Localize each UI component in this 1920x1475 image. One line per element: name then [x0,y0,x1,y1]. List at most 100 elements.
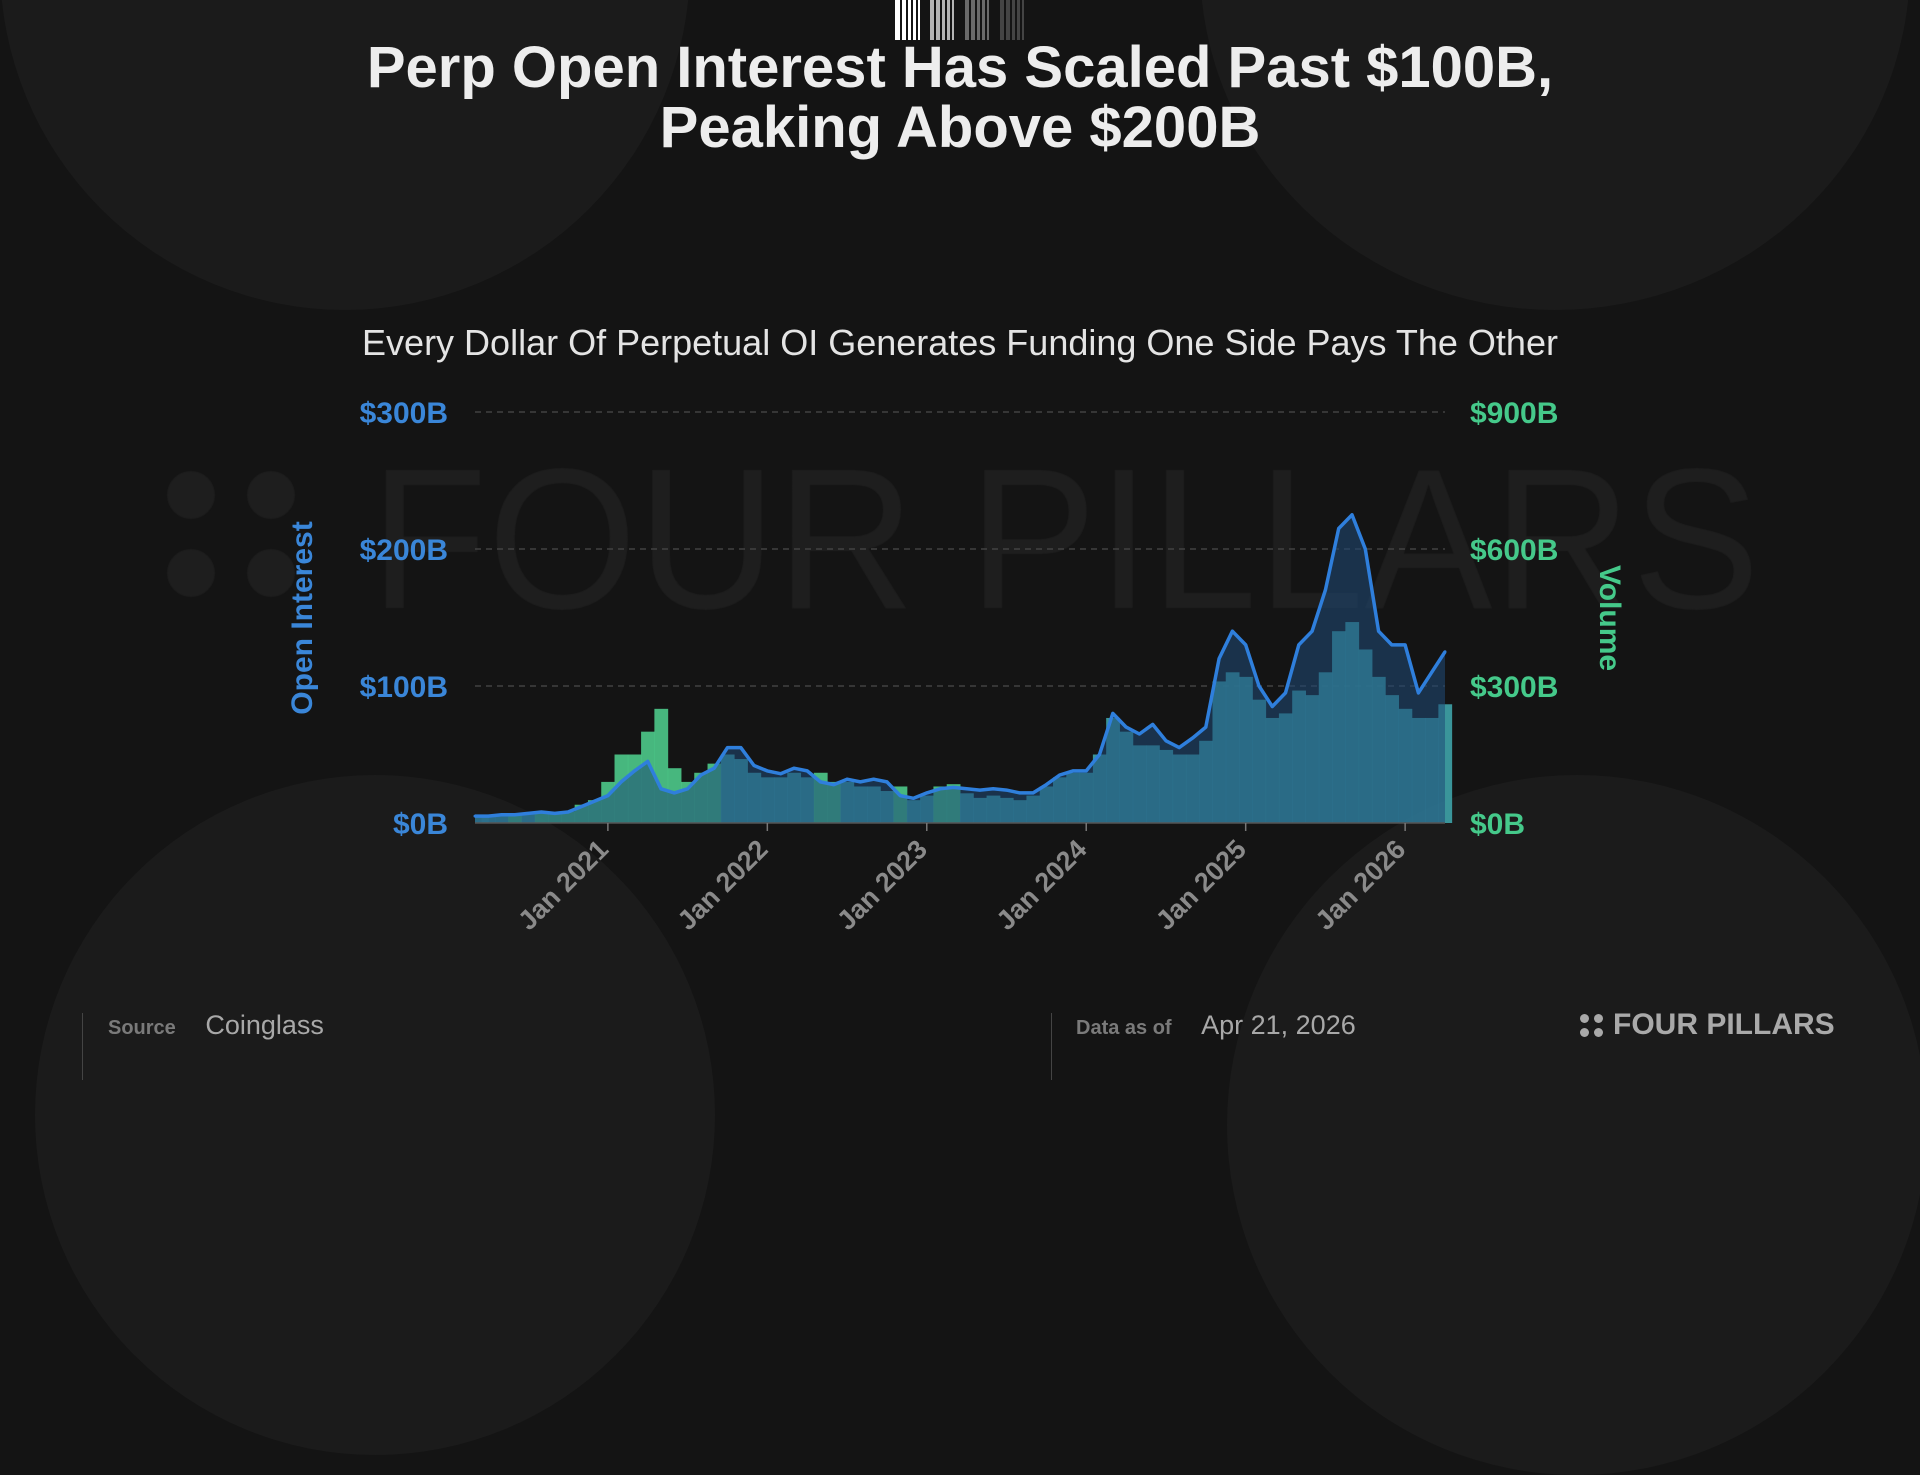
oi-point [712,766,716,770]
oi-point [1363,547,1367,551]
oi-point [991,787,995,791]
oi-point [885,780,889,784]
oi-point [1177,746,1181,750]
watermark [0,0,1920,1000]
oi-point [1217,657,1221,661]
chart: $0B $0B $100B $300B $200B $600B $300B $900B Jan … [286,397,1626,936]
title-line: Perp Open Interest Has Scaled Past $100B… [366,35,1554,100]
oi-point [579,805,583,809]
oi-point [965,787,969,791]
oi-point [805,769,809,773]
oi-point [1031,791,1035,795]
oi-point [1403,643,1407,647]
chart-title: Every Dollar Of Perpetual OI Generates F… [362,322,1558,363]
source-value: Coinglass [205,1010,324,1040]
x-tick-label: Jan 2024 [991,834,1093,936]
oi-point [752,763,756,767]
oi-point [539,810,543,814]
oi-point [1323,588,1327,592]
oi-point [1430,670,1434,674]
oi-point [1310,629,1314,633]
y-tick-left: $300B [360,397,448,430]
oi-point [1018,791,1022,795]
brand-logo: FOUR PILLARS [1580,1008,1835,1042]
oi-point [872,777,876,781]
logo-barcode-icon [895,0,1024,40]
oi-point [659,787,663,791]
oi-point [1230,629,1234,633]
oi-point [526,811,530,815]
oi-point [951,785,955,789]
date-value: Apr 21, 2026 [1201,1010,1356,1040]
oi-point [1111,711,1115,715]
oi-point [1337,526,1341,530]
oi-point [911,796,915,800]
x-tick-label: Jan 2021 [512,834,614,936]
oi-point [646,759,650,763]
oi-point [832,783,836,787]
oi-point [486,814,490,818]
oi-point [1071,769,1075,773]
y-axis-right-title: Volume [1593,565,1626,671]
x-tick-label: Jan 2025 [1150,834,1252,936]
oi-point [898,794,902,798]
oi-point [1270,705,1274,709]
oi-point [1005,788,1009,792]
y-tick-left: $0B [393,808,448,841]
oi-point [1297,643,1301,647]
oi-point [1204,725,1208,729]
oi-area [475,514,1445,823]
oi-point [1098,753,1102,756]
oi-point [938,787,942,791]
date-label: Data as of [1076,1017,1172,1039]
y-tick-right: $300B [1470,671,1558,704]
oi-point [1058,773,1062,777]
oi-point [1350,513,1354,517]
x-tick-label: Jan 2026 [1309,834,1411,936]
oi-point [513,813,517,817]
oi-point [632,769,636,773]
oi-point [686,787,690,791]
oi-point [619,780,623,784]
oi-point [500,813,504,817]
oi-point [858,780,862,784]
oi-point [1124,725,1128,729]
oi-point [1244,643,1248,647]
oi-point [473,814,477,818]
oi-point [1257,684,1261,688]
footer-source: Source Coinglass [108,1010,324,1041]
brand-name: FOUR PILLARS [1613,1008,1835,1041]
oi-point [818,780,822,784]
oi-point [566,810,570,814]
oi-point [925,791,929,795]
oi-point [1137,732,1141,736]
y-tick-right: $0B [1470,808,1525,841]
oi-point [739,746,743,750]
oi-point [1377,629,1381,633]
oi-point [1044,783,1048,787]
oi-point [1084,769,1088,773]
x-tick-label: Jan 2023 [831,834,933,936]
oi-point [1164,739,1168,743]
oi-point [1284,691,1288,695]
oi-point [1390,643,1394,647]
brand-dots-icon [1580,1013,1603,1037]
oi-point [606,794,610,798]
y-tick-left: $100B [360,671,448,704]
oi-point [765,769,769,773]
y-tick-right: $900B [1470,397,1558,430]
footer-divider [1051,1013,1052,1080]
oi-line [475,513,1447,818]
oi-point [978,788,982,792]
title-line: Peaking Above $200B [659,95,1261,160]
footer-divider [82,1013,83,1080]
oi-point [672,791,676,795]
y-axis-left-title: Open Interest [286,521,319,714]
oi-point [699,773,703,777]
y-tick-left: $200B [360,534,448,567]
oi-point [1191,736,1195,740]
oi-point [725,746,729,750]
oi-point [1416,691,1420,695]
oi-point [792,766,796,770]
oi-point [593,799,597,803]
